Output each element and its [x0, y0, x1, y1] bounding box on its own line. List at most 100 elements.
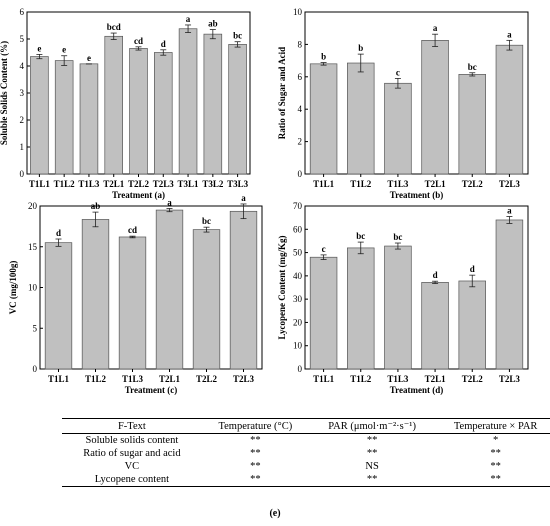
significance-letter: bc: [356, 231, 365, 241]
x-tick-label: T2L1: [103, 179, 125, 189]
table-header: PAR (μmol·m⁻²·s⁻¹): [308, 418, 436, 434]
y-tick-label: 0: [298, 169, 303, 179]
bar: [192, 229, 221, 370]
table-header: Temperature (°C): [201, 418, 309, 434]
x-axis-label: Treatment (a): [112, 190, 165, 200]
significance-letter: a: [167, 197, 172, 207]
bar: [421, 39, 449, 175]
x-tick-label: T2L3: [499, 374, 521, 384]
y-tick-label: 20: [28, 201, 38, 211]
x-axis-label: Treatment (d): [390, 385, 443, 395]
bar: [104, 35, 123, 175]
bar: [495, 44, 524, 175]
x-tick-label: T1L3: [78, 179, 100, 189]
x-tick-label: T2L1: [425, 374, 447, 384]
y-axis-label: Ratio of Sugar and Acid: [277, 47, 287, 139]
bar: [228, 44, 247, 175]
y-tick-label: 60: [293, 224, 303, 234]
significance-letter: bc: [202, 216, 211, 226]
bar: [155, 209, 184, 370]
bar: [118, 236, 147, 370]
significance-letter: bc: [233, 31, 242, 41]
x-tick-label: T3L2: [202, 179, 224, 189]
significance-letter: cd: [128, 225, 137, 235]
x-tick-label: T1L1: [29, 179, 51, 189]
table-row: Lycopene content ** ** **: [62, 473, 550, 487]
y-tick-label: 50: [293, 248, 303, 258]
y-tick-label: 2: [20, 115, 25, 125]
x-tick-label: T1L3: [122, 374, 144, 384]
significance-letter: bc: [393, 232, 402, 242]
table-header: F-Text: [62, 418, 202, 434]
bar: [384, 245, 412, 370]
y-axis-label: Soluble Solids Content (%): [0, 41, 9, 145]
table-cell: **: [250, 435, 261, 446]
x-tick-label: T1L3: [387, 179, 409, 189]
x-tick-label: T2L2: [462, 179, 484, 189]
table-header: Temperature × PAR: [435, 418, 550, 434]
y-tick-label: 0: [33, 364, 38, 374]
x-tick-label: T3L3: [227, 179, 249, 189]
y-tick-label: 10: [293, 341, 303, 351]
significance-letter: e: [62, 45, 66, 55]
bar: [347, 247, 375, 370]
x-tick-label: T1L2: [54, 179, 76, 189]
y-tick-label: 0: [20, 169, 25, 179]
significance-letter: a: [241, 193, 246, 203]
bar: [79, 63, 99, 175]
y-tick-label: 4: [20, 61, 25, 71]
y-tick-label: 6: [20, 7, 25, 17]
table-cell: **: [366, 448, 378, 459]
significance-letter: c: [396, 67, 400, 77]
y-tick-label: 20: [293, 317, 303, 327]
bar: [384, 82, 412, 175]
y-tick-label: 5: [33, 323, 38, 333]
x-tick-label: T2L3: [153, 179, 175, 189]
x-tick-label: T1L1: [313, 179, 335, 189]
x-tick-label: T1L2: [350, 374, 372, 384]
significance-letter: d: [470, 264, 475, 274]
significance-letter: ab: [91, 201, 101, 211]
table-cell: *: [493, 435, 499, 446]
x-tick-label: T2L2: [128, 179, 150, 189]
x-tick-label: T3L1: [178, 179, 200, 189]
table-cell: Soluble solids content: [85, 435, 179, 446]
bar: [178, 28, 198, 175]
y-axis-label: Lycopene Content (mg/Kg): [277, 236, 287, 340]
table-cell: **: [490, 461, 501, 472]
table-cell: **: [490, 448, 501, 459]
x-tick-label: T1L1: [313, 374, 335, 384]
significance-letter: bc: [468, 62, 477, 72]
x-tick-label: T2L1: [159, 374, 181, 384]
bar: [154, 52, 173, 175]
y-tick-label: 2: [298, 137, 303, 147]
table-cell: **: [435, 473, 550, 487]
table-header-row: F-Text Temperature (°C) PAR (μmol·m⁻²·s⁻…: [62, 418, 550, 434]
significance-letter: a: [186, 14, 191, 24]
x-axis-label: Treatment (c): [125, 385, 177, 395]
y-tick-label: 15: [28, 242, 38, 252]
significance-letter: a: [433, 23, 438, 33]
x-tick-label: T1L2: [85, 374, 107, 384]
significance-letter: e: [87, 53, 91, 63]
significance-letter: bcd: [107, 22, 121, 32]
table-cell: **: [366, 435, 378, 446]
y-tick-label: 40: [293, 271, 303, 281]
x-tick-label: T2L1: [425, 179, 447, 189]
table-cell: VC: [124, 461, 140, 472]
table-caption: (e): [269, 508, 281, 519]
y-tick-label: 10: [28, 283, 38, 293]
y-tick-label: 70: [293, 201, 303, 211]
table-cell: Lycopene content: [62, 473, 202, 487]
y-tick-label: 8: [298, 39, 303, 49]
x-tick-label: T2L3: [499, 179, 521, 189]
significance-letter: ab: [208, 19, 218, 29]
table-cell: **: [250, 461, 261, 472]
significance-letter: c: [322, 244, 326, 254]
table-row: Ratio of sugar and acid ** ** **: [62, 447, 550, 460]
bar: [229, 210, 258, 370]
significance-letter: b: [321, 52, 326, 62]
bar: [309, 256, 338, 370]
bar: [81, 219, 110, 370]
x-axis-label: Treatment (b): [390, 190, 443, 200]
